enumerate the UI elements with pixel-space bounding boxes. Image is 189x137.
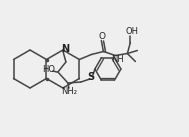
Text: NH₂: NH₂ bbox=[61, 86, 77, 95]
Text: OH: OH bbox=[126, 27, 139, 36]
Text: N: N bbox=[61, 44, 69, 54]
Text: HO: HO bbox=[42, 65, 55, 75]
Text: O: O bbox=[99, 32, 106, 41]
Text: S: S bbox=[87, 72, 94, 82]
Text: NH: NH bbox=[111, 55, 124, 64]
